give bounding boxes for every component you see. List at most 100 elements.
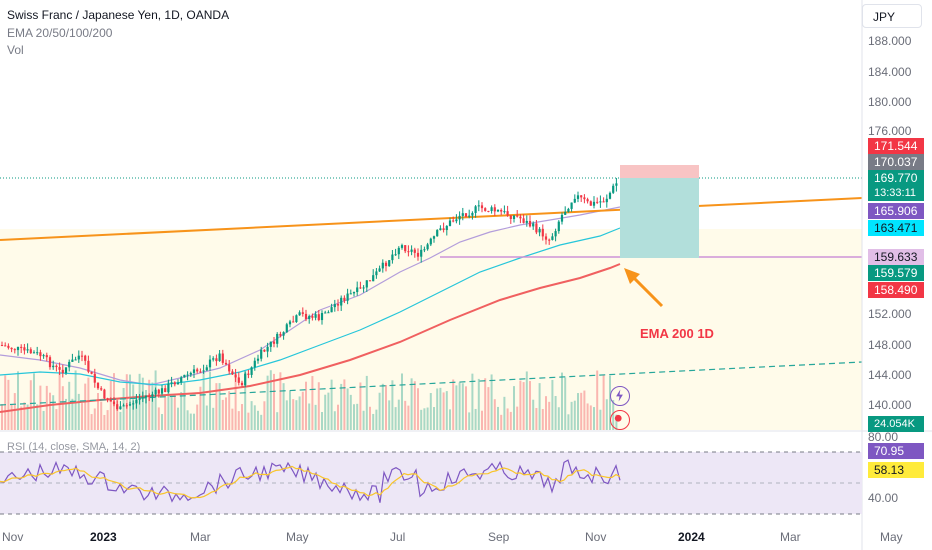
volume-bar [305, 381, 307, 430]
volume-bar [77, 393, 80, 430]
candle-body [452, 220, 455, 222]
volume-bar [557, 407, 560, 430]
tag-171: 171.544 [868, 138, 924, 154]
candle-body [596, 201, 599, 203]
volume-bar [193, 413, 195, 430]
volume-bar [231, 408, 234, 430]
lightning-icon[interactable] [610, 386, 630, 406]
volume-bar [250, 401, 253, 430]
candle-body [343, 297, 346, 301]
record-icon[interactable] [610, 410, 630, 430]
candle-body [461, 213, 464, 216]
candle-body [583, 197, 586, 200]
candle-body [375, 271, 378, 276]
candle-body [183, 374, 186, 378]
price-label-188: 188.000 [868, 34, 912, 48]
candle-body [522, 218, 525, 223]
candle-body [464, 213, 468, 217]
candle-body [567, 208, 570, 212]
volume-bar [503, 396, 506, 430]
indicator-ema-label[interactable]: EMA 20/50/100/200 [7, 26, 113, 40]
candle-body [317, 314, 320, 321]
candle-body [141, 397, 144, 399]
volume-bar [337, 404, 339, 430]
volume-bar [493, 399, 496, 430]
candle-body [125, 405, 128, 407]
candle-body [420, 249, 423, 257]
time-label-nov-2022: Nov [2, 530, 24, 544]
volume-bar [394, 407, 397, 430]
volume-bar [532, 399, 535, 430]
volume-bar [429, 393, 432, 430]
volume-bar [461, 383, 464, 430]
volume-bar [157, 407, 160, 430]
candle-body [324, 312, 327, 314]
candle-body [218, 353, 221, 362]
volume-bar [13, 393, 16, 430]
indicator-vol-label[interactable]: Vol [7, 43, 24, 57]
volume-bar [212, 407, 215, 430]
candle-body [160, 388, 164, 394]
rsi-title[interactable]: RSI (14, close, SMA, 14, 2) [7, 441, 141, 453]
annotation-arrow [630, 274, 664, 308]
candle-body [541, 228, 544, 237]
volume-bar [353, 404, 355, 430]
candle-body [340, 297, 343, 306]
volume-bar [420, 409, 423, 430]
candle-body [0, 345, 4, 346]
currency-button[interactable]: JPY [862, 4, 922, 28]
candle-body [304, 313, 308, 320]
candle-body [52, 365, 55, 368]
take-profit-zone[interactable] [620, 178, 699, 258]
candle-body [423, 249, 426, 251]
volume-bar [516, 406, 519, 430]
candle-body [20, 346, 23, 348]
candle-body [93, 373, 96, 383]
volume-bar [55, 409, 58, 430]
volume-bar [209, 371, 211, 430]
candle-body [148, 395, 151, 397]
volume-bar [529, 381, 531, 430]
price-label-152: 152.000 [868, 307, 912, 321]
candle-body [176, 382, 180, 385]
candle-body [372, 275, 375, 282]
candle-body [378, 268, 381, 272]
stop-loss-zone[interactable] [620, 165, 699, 178]
candle-body [352, 292, 356, 294]
candle-body [295, 315, 298, 323]
volume-bar [468, 412, 471, 430]
volume-bar [573, 400, 576, 430]
candle-body [128, 404, 132, 406]
volume-bar [58, 371, 61, 430]
candle-body [356, 287, 359, 293]
volume-bar [372, 413, 375, 430]
price-label-140: 140.000 [868, 398, 912, 412]
volume-bar [292, 399, 295, 430]
volume-bar [593, 407, 595, 430]
volume-bar [93, 408, 96, 430]
candle-body [208, 359, 212, 368]
candle-body [164, 388, 167, 393]
candle-body [407, 251, 410, 253]
volume-bar [199, 386, 202, 430]
volume-bar [151, 382, 154, 430]
volume-bar [330, 379, 333, 430]
candle-body [432, 236, 436, 239]
rsi-label-40: 40.00 [868, 491, 899, 505]
volume-bar [173, 396, 176, 430]
tag-rsi-sma: 58.13 [868, 462, 924, 478]
volume-bar [497, 406, 499, 430]
volume-bar [449, 409, 451, 430]
volume-bar [170, 397, 173, 430]
volume-bar [541, 408, 544, 430]
volume-bar [346, 388, 349, 430]
candle-body [589, 201, 592, 206]
candle-body [240, 382, 244, 386]
volume-bar [570, 401, 573, 430]
candle-body [288, 321, 292, 325]
volume-bar [365, 375, 368, 430]
volume-bar [490, 374, 493, 430]
candle-body [474, 206, 477, 213]
volume-bar [301, 391, 304, 430]
